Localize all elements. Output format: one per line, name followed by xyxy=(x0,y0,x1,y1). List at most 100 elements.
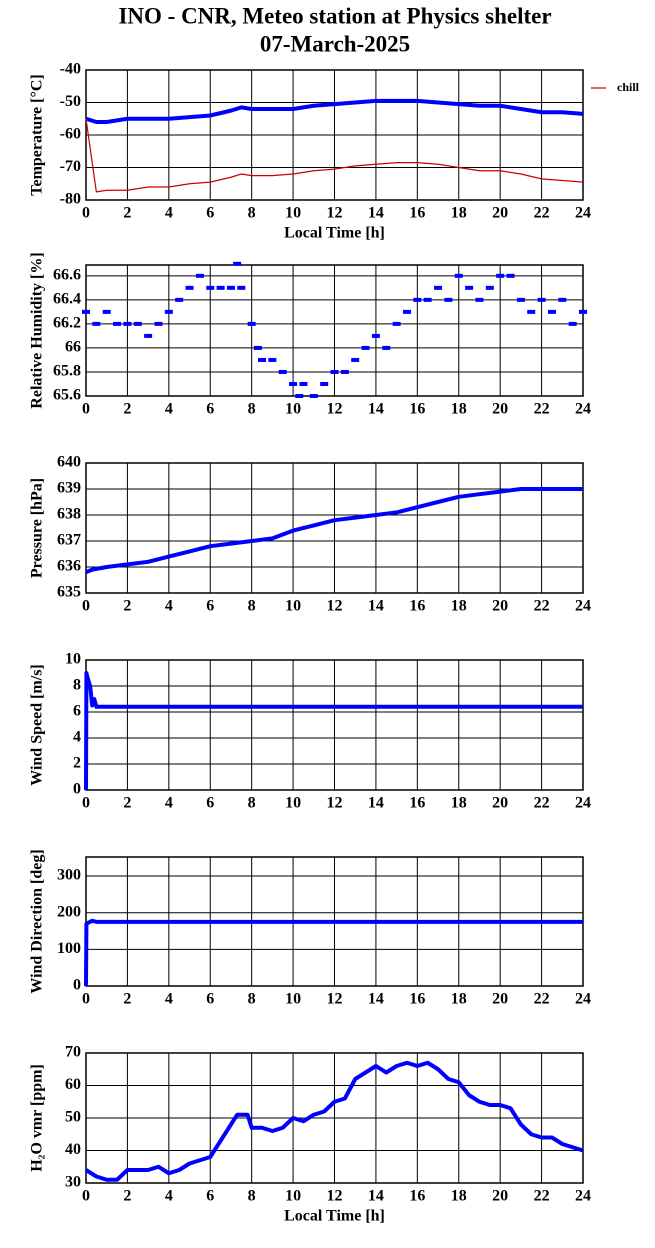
x-tick-label: 18 xyxy=(451,401,467,418)
data-point xyxy=(92,321,101,326)
data-point xyxy=(164,309,173,314)
x-tick-label: 14 xyxy=(368,205,384,222)
x-tick-label: 10 xyxy=(285,795,301,812)
data-point xyxy=(320,381,329,386)
legend-label: chill xyxy=(617,80,640,94)
data-point xyxy=(568,321,577,326)
data-point xyxy=(237,285,246,290)
x-tick-label: 2 xyxy=(123,991,131,1008)
x-tick-label: 22 xyxy=(534,795,550,812)
data-line xyxy=(85,487,583,575)
x-tick-label: 20 xyxy=(492,795,508,812)
x-tick-label: 4 xyxy=(165,205,173,222)
data-point xyxy=(144,333,153,338)
x-tick-label: 0 xyxy=(82,598,90,615)
x-tick-label: 24 xyxy=(575,991,591,1008)
data-point xyxy=(289,381,298,386)
data-point xyxy=(454,273,463,278)
x-tick-label: 16 xyxy=(409,1188,425,1205)
x-tick-label: 22 xyxy=(534,1188,550,1205)
data-point xyxy=(475,297,484,302)
y-tick-label: -70 xyxy=(60,158,81,175)
y-tick-label: 30 xyxy=(65,1174,81,1191)
x-tick-label: 24 xyxy=(575,598,591,615)
y-axis-title: Relative Humidity [%] xyxy=(29,252,46,408)
x-tick-label: 2 xyxy=(123,205,131,222)
x-tick-label: 6 xyxy=(206,205,214,222)
y-tick-label: 0 xyxy=(73,977,81,994)
x-tick-label: 0 xyxy=(82,795,90,812)
y-tick-label: 65.8 xyxy=(53,363,81,380)
y-tick-label: 66.2 xyxy=(53,315,81,332)
y-tick-label: 638 xyxy=(57,506,81,523)
x-tick-label: 16 xyxy=(409,401,425,418)
data-point xyxy=(299,381,308,386)
y-tick-label: 40 xyxy=(65,1141,81,1158)
data-point xyxy=(361,345,370,350)
x-tick-label: 12 xyxy=(327,401,343,418)
x-tick-label: 12 xyxy=(327,991,343,1008)
x-tick-label: 12 xyxy=(327,598,343,615)
data-point xyxy=(253,345,262,350)
page-subtitle: 07-March-2025 xyxy=(260,31,410,56)
data-line xyxy=(85,98,584,124)
y-tick-label: 66.4 xyxy=(53,291,81,308)
x-tick-label: 2 xyxy=(123,598,131,615)
x-tick-label: 6 xyxy=(206,991,214,1008)
y-tick-label: 636 xyxy=(57,558,81,575)
x-tick-label: 16 xyxy=(409,991,425,1008)
data-point xyxy=(82,309,90,314)
y-tick-label: -50 xyxy=(60,93,81,110)
data-point xyxy=(351,357,360,362)
data-point xyxy=(558,297,567,302)
y-tick-label: 200 xyxy=(57,903,81,920)
x-tick-label: 6 xyxy=(206,795,214,812)
y-tick-label: 70 xyxy=(65,1044,81,1061)
x-tick-label: 18 xyxy=(451,1188,467,1205)
data-point xyxy=(175,297,184,302)
data-point xyxy=(444,297,453,302)
data-point xyxy=(330,369,339,374)
x-tick-label: 18 xyxy=(451,598,467,615)
data-point xyxy=(423,297,432,302)
y-tick-label: 639 xyxy=(57,480,81,497)
x-tick-label: 18 xyxy=(451,795,467,812)
data-point xyxy=(268,357,277,362)
y-axis-title: Wind Speed [m/s] xyxy=(29,664,46,786)
plot-frame xyxy=(85,69,584,201)
y-tick-label: 100 xyxy=(57,940,81,957)
x-tick-label: 16 xyxy=(409,205,425,222)
data-point xyxy=(371,333,380,338)
x-tick-label: 4 xyxy=(165,795,173,812)
y-tick-label: 300 xyxy=(57,867,81,884)
data-point xyxy=(485,285,494,290)
data-point xyxy=(185,285,194,290)
x-tick-label: 10 xyxy=(285,401,301,418)
data-line xyxy=(84,671,583,791)
x-tick-label: 6 xyxy=(206,401,214,418)
x-tick-label: 22 xyxy=(534,598,550,615)
x-tick-label: 8 xyxy=(248,401,256,418)
data-point xyxy=(402,309,411,314)
data-point xyxy=(516,297,525,302)
data-point xyxy=(496,273,505,278)
x-tick-label: 24 xyxy=(575,1188,591,1205)
x-tick-label: 4 xyxy=(165,598,173,615)
y-tick-label: 637 xyxy=(57,532,81,549)
y-tick-label: 8 xyxy=(73,677,81,694)
x-tick-label: 12 xyxy=(327,205,343,222)
y-tick-label: 60 xyxy=(65,1076,81,1093)
data-point xyxy=(206,285,215,290)
y-axis-title: Wind Direction [deg] xyxy=(29,849,46,993)
plot-frame xyxy=(85,1052,584,1184)
x-tick-label: 2 xyxy=(123,1188,131,1205)
x-tick-label: 20 xyxy=(492,1188,508,1205)
data-point xyxy=(247,321,256,326)
data-line xyxy=(84,1060,584,1182)
x-tick-label: 8 xyxy=(248,598,256,615)
y-tick-label: 65.6 xyxy=(53,387,81,404)
x-tick-label: 10 xyxy=(285,205,301,222)
x-tick-label: 14 xyxy=(368,598,384,615)
